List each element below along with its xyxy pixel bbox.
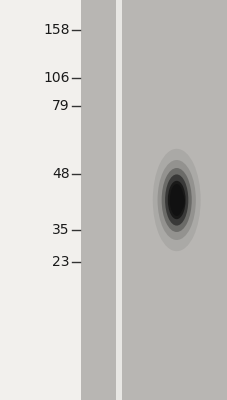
Text: 79: 79 [52, 99, 69, 113]
Ellipse shape [152, 149, 200, 251]
Ellipse shape [167, 181, 185, 219]
Bar [121, 0, 227, 400]
Ellipse shape [164, 174, 188, 226]
Text: 48: 48 [52, 167, 69, 181]
Text: 23: 23 [52, 255, 69, 269]
Ellipse shape [161, 168, 191, 232]
Ellipse shape [172, 192, 184, 211]
Ellipse shape [175, 192, 183, 205]
Ellipse shape [157, 160, 195, 240]
Bar [116, 0, 121, 400]
Text: 106: 106 [43, 71, 69, 85]
Bar [81, 0, 116, 400]
Text: 158: 158 [43, 23, 69, 37]
Ellipse shape [169, 194, 179, 210]
Text: 35: 35 [52, 223, 69, 237]
Ellipse shape [169, 184, 183, 216]
